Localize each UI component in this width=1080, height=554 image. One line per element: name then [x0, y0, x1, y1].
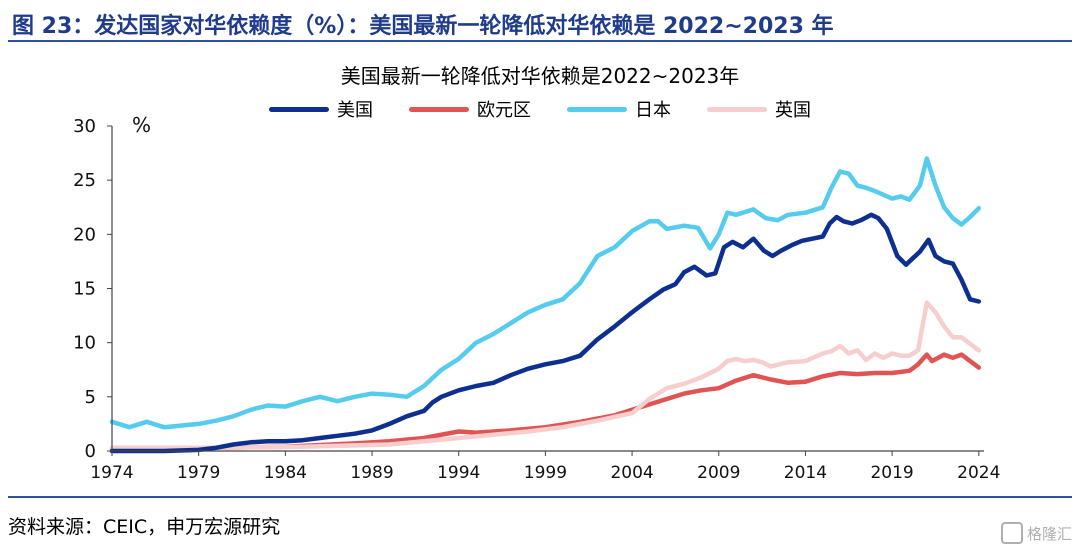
x-tick-label: 1994: [437, 463, 480, 483]
header-rule: [8, 40, 1072, 42]
footer-rule: [8, 496, 1072, 498]
y-tick-label: 20: [73, 224, 96, 245]
figure-title: 图 23：发达国家对华依赖度（%）：美国最新一轮降低对华依赖是 2022~202…: [12, 14, 834, 39]
legend-swatch-us: [269, 106, 329, 112]
series-layer: [109, 156, 982, 454]
x-tick-label: 1999: [524, 463, 567, 483]
legend-label-us: 美国: [337, 100, 373, 121]
x-tick-label: 1979: [177, 463, 220, 483]
figure-header: 图 23：发达国家对华依赖度（%）：美国最新一轮降低对华依赖是 2022~202…: [8, 4, 1072, 39]
legend-swatch-eurozone: [409, 106, 469, 112]
watermark-logo-icon: [1000, 522, 1023, 544]
y-tick-label: 0: [85, 441, 96, 462]
series-line-us: [109, 212, 982, 454]
x-tick-label: 1984: [264, 463, 307, 483]
legend-item-uk: 英国: [707, 96, 811, 122]
y-tick-label: 30: [73, 116, 96, 137]
legend-swatch-uk: [707, 106, 767, 112]
x-tick-label: 1989: [350, 463, 393, 483]
series-line-eurozone: [109, 352, 982, 452]
x-tick-label: 2019: [870, 463, 913, 483]
x-tick-label: 1974: [90, 463, 133, 483]
chart-legend: 美国 欧元区 日本 英国: [0, 96, 1080, 122]
source-note: 资料来源：CEIC，申万宏源研究: [8, 516, 281, 538]
y-tick-label: 25: [73, 170, 96, 191]
legend-label-uk: 英国: [775, 100, 811, 121]
series-line-uk: [109, 300, 982, 451]
series-line-japan: [109, 156, 982, 430]
legend-item-japan: 日本: [567, 96, 671, 122]
y-tick-label: 15: [73, 279, 96, 300]
legend-item-eurozone: 欧元区: [409, 96, 531, 122]
axes-layer: 0 5 10 15 20 25 30 1974 1979 1984 1989 1994 1999 2004…: [73, 113, 1000, 483]
y-axis-unit-label: %: [132, 113, 151, 137]
y-tick-label: 5: [85, 387, 96, 408]
x-tick-label: 2009: [697, 463, 740, 483]
legend-label-japan: 日本: [635, 100, 671, 121]
chart-title: 美国最新一轮降低对华依赖是2022~2023年: [340, 64, 740, 88]
x-tick-label: 2004: [610, 463, 653, 483]
watermark-text: 格隆汇: [1026, 524, 1072, 543]
legend-swatch-japan: [567, 106, 627, 112]
legend-label-eurozone: 欧元区: [477, 100, 531, 121]
x-tick-label: 2024: [957, 463, 1000, 483]
x-tick-label: 2014: [784, 463, 827, 483]
watermark: 格隆汇: [1000, 522, 1072, 544]
y-tick-label: 10: [73, 333, 96, 354]
legend-item-us: 美国: [269, 96, 373, 122]
